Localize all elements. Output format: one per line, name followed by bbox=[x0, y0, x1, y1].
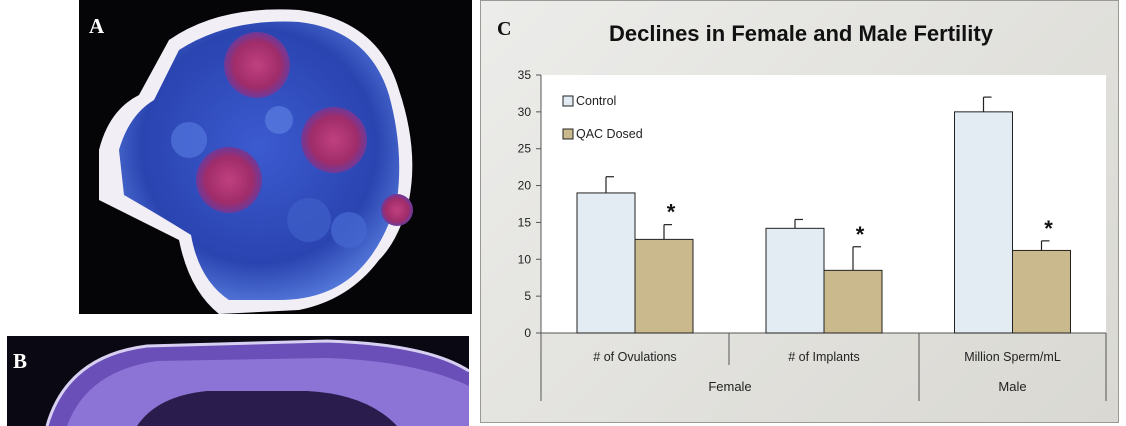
x-tick-label: Million Sperm/mL bbox=[964, 350, 1061, 364]
significance-marker: * bbox=[667, 200, 676, 225]
ovary-stained-image bbox=[99, 9, 413, 314]
bar-control bbox=[576, 192, 636, 334]
legend-swatch bbox=[562, 128, 574, 140]
x-tick-label: # of Ovulations bbox=[593, 350, 676, 364]
x-tick-label: # of Implants bbox=[788, 350, 860, 364]
legend-label: Control bbox=[576, 94, 616, 108]
significance-marker: * bbox=[1044, 216, 1053, 241]
uterus-stained-image bbox=[45, 339, 469, 426]
panel-c-chart: C Declines in Female and Male Fertility … bbox=[480, 0, 1119, 423]
bar-qac-dosed bbox=[634, 238, 694, 334]
y-tick-label: 20 bbox=[518, 179, 532, 193]
panel-a-label: A bbox=[89, 14, 105, 38]
panel-b-label: B bbox=[13, 349, 28, 373]
legend-label: QAC Dosed bbox=[576, 127, 643, 141]
y-tick-label: 35 bbox=[518, 68, 532, 82]
y-tick-label: 10 bbox=[518, 252, 532, 266]
y-tick-label: 15 bbox=[518, 215, 532, 229]
bar-qac-dosed bbox=[1012, 249, 1071, 334]
group-label: Male bbox=[998, 379, 1026, 394]
group-label: Female bbox=[708, 379, 751, 394]
bar-qac-dosed bbox=[823, 269, 883, 334]
bar-control bbox=[765, 227, 825, 334]
legend-swatch bbox=[562, 95, 574, 107]
panel-b-micrograph: B bbox=[7, 336, 469, 426]
bar-control bbox=[954, 111, 1013, 334]
y-tick-label: 25 bbox=[518, 142, 532, 156]
panel-a-micrograph: A bbox=[79, 0, 472, 314]
y-tick-label: 5 bbox=[524, 289, 531, 303]
y-tick-label: 0 bbox=[524, 326, 531, 340]
significance-marker: * bbox=[856, 222, 865, 247]
fertility-bar-chart: C Declines in Female and Male Fertility … bbox=[497, 18, 1107, 401]
y-tick-label: 30 bbox=[518, 105, 532, 119]
panel-c-label: C bbox=[497, 18, 511, 40]
chart-title: Declines in Female and Male Fertility bbox=[609, 21, 994, 46]
